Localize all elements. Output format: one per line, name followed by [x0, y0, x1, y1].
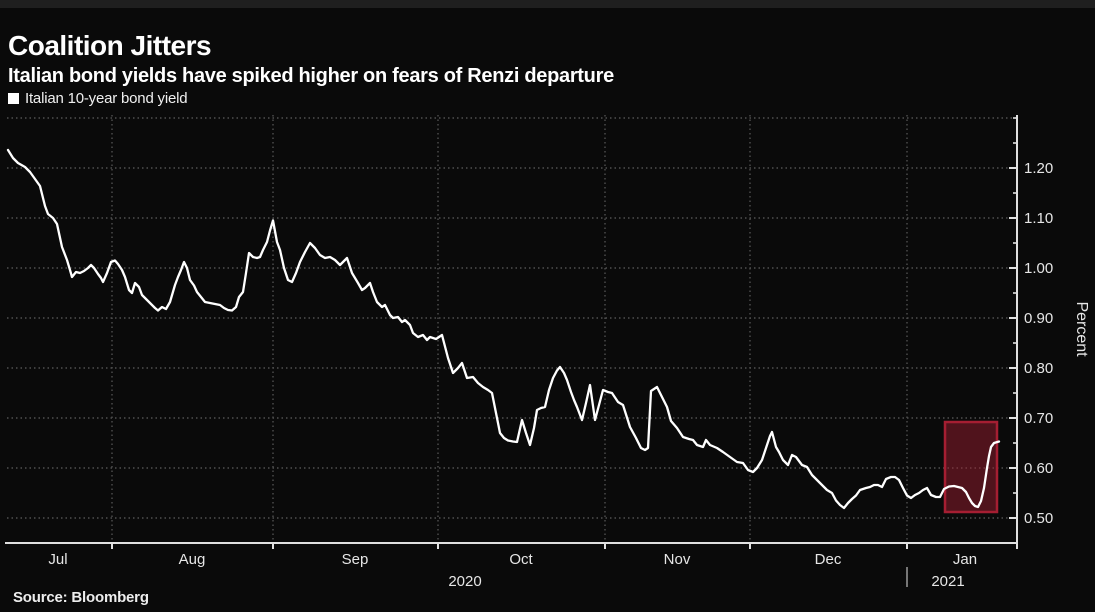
source-label: Source: Bloomberg — [13, 589, 149, 606]
month-label: Oct — [509, 551, 533, 568]
legend: Italian 10-year bond yield — [8, 90, 188, 107]
chart-subtitle: Italian bond yields have spiked higher o… — [8, 64, 614, 87]
y-tick-label: 1.00 — [1024, 260, 1053, 277]
legend-label: Italian 10-year bond yield — [25, 90, 188, 107]
y-tick-label: 0.90 — [1024, 310, 1053, 327]
year-label: 2020 — [448, 573, 481, 590]
month-label: Sep — [342, 551, 369, 568]
y-tick-label: 1.20 — [1024, 160, 1053, 177]
window-top-strip — [0, 0, 1095, 8]
y-tick-label: 0.60 — [1024, 460, 1053, 477]
month-label: Aug — [179, 551, 206, 568]
chart-title: Coalition Jitters — [8, 29, 212, 61]
y-tick-label: 1.10 — [1024, 210, 1053, 227]
yield-line — [6, 148, 1001, 510]
legend-square-icon — [8, 93, 19, 104]
year-label: 2021 — [931, 573, 964, 590]
highlight-box — [943, 420, 999, 514]
month-label: Dec — [815, 551, 842, 568]
y-axis-title: Percent — [1073, 301, 1090, 357]
month-label: Nov — [664, 551, 691, 568]
month-label: Jul — [48, 551, 67, 568]
y-tick-label: 0.80 — [1024, 360, 1053, 377]
y-tick-label: 0.70 — [1024, 410, 1053, 427]
month-label: Jan — [953, 551, 977, 568]
y-tick-label: 0.50 — [1024, 510, 1053, 527]
